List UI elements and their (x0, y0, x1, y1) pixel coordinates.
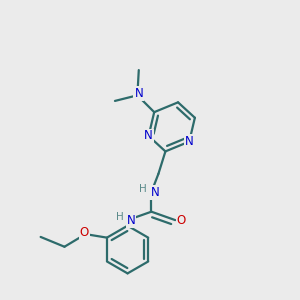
Text: N: N (134, 87, 143, 101)
Text: N: N (150, 186, 159, 199)
Text: O: O (177, 214, 186, 226)
Text: H: H (139, 184, 147, 194)
Text: O: O (80, 226, 89, 239)
Text: H: H (116, 212, 124, 222)
Text: N: N (185, 135, 194, 148)
Text: N: N (127, 214, 135, 226)
Text: N: N (144, 130, 153, 142)
